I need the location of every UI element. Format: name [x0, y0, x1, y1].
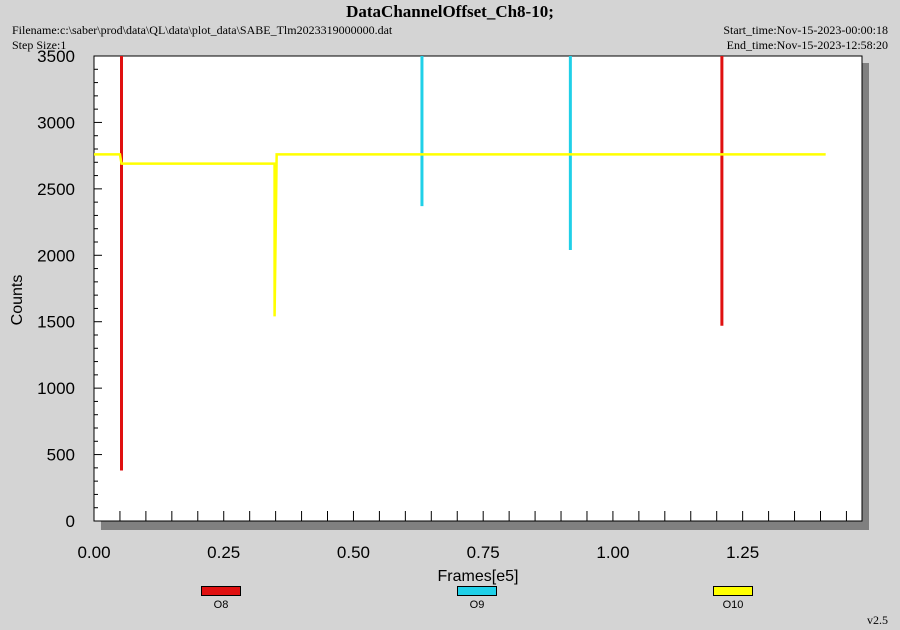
y-tick-label: 2000 — [37, 246, 75, 265]
y-tick-label: 3500 — [37, 47, 75, 66]
legend-swatch-o8 — [201, 586, 241, 596]
legend-swatch-o9 — [457, 586, 497, 596]
x-axis-label: Frames[e5] — [438, 568, 519, 585]
step-size-label: Step Size:1 — [12, 38, 67, 52]
start-time-label: Start_time:Nov-15-2023-00:00:18 — [723, 23, 888, 37]
legend-label-o8: O8 — [213, 599, 229, 611]
legend-label-o9: O9 — [469, 599, 485, 611]
y-axis-label: Counts — [9, 275, 26, 326]
x-tick-label: 0.75 — [467, 543, 500, 562]
series-layer — [94, 56, 826, 471]
legend-swatch-o10 — [713, 586, 753, 596]
plot-area — [93, 55, 863, 522]
x-tick-label: 0.25 — [207, 543, 240, 562]
legend-item-o9: O9 — [437, 586, 517, 611]
x-tick-label: 0.50 — [337, 543, 370, 562]
y-tick-label: 500 — [47, 446, 75, 465]
legend-item-o10: O10 — [693, 586, 773, 611]
chart-title: DataChannelOffset_Ch8-10; — [346, 2, 554, 21]
y-tick-label: 2500 — [37, 180, 75, 199]
line-o10 — [94, 153, 826, 317]
y-tick-label: 1500 — [37, 313, 75, 332]
series-o10 — [94, 153, 826, 317]
legend-label-o10: O10 — [722, 599, 744, 611]
version-label: v2.5 — [867, 613, 888, 627]
end-time-label: End_time:Nov-15-2023-12:58:20 — [726, 38, 888, 52]
legend-item-o8: O8 — [181, 586, 261, 611]
series-o9 — [420, 56, 572, 250]
x-tick-label: 1.00 — [596, 543, 629, 562]
y-tick-label: 0 — [66, 512, 75, 531]
x-tick-label: 0.00 — [77, 543, 110, 562]
y-tick-label: 1000 — [37, 379, 75, 398]
filename-label: Filename:c:\saber\prod\data\QL\data\plot… — [12, 23, 393, 37]
axis-layer: 0 500 1000 1500 2000 2500 3000 3500 0.00 0.25 0.50… — [37, 47, 847, 562]
y-tick-label: 3000 — [37, 113, 75, 132]
x-tick-label: 1.25 — [726, 543, 759, 562]
series-o8 — [120, 56, 724, 471]
